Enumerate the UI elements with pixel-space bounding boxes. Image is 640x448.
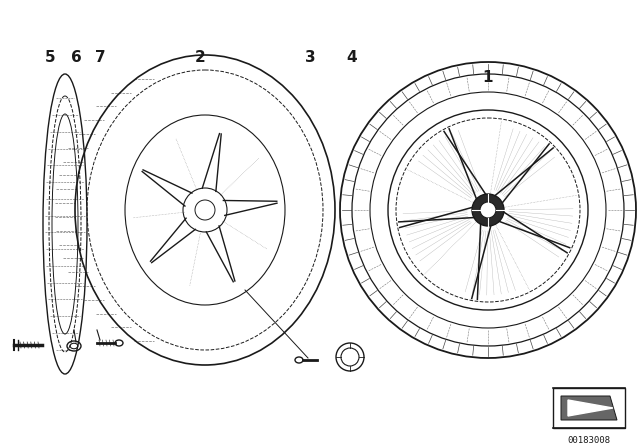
Text: 1: 1 — [483, 70, 493, 86]
Text: 3: 3 — [305, 51, 316, 65]
Text: 4: 4 — [347, 51, 357, 65]
Circle shape — [480, 202, 496, 218]
Text: 00183008: 00183008 — [568, 436, 611, 445]
Bar — [553, 388, 625, 428]
Text: 5: 5 — [45, 51, 55, 65]
Text: 2: 2 — [195, 51, 205, 65]
Circle shape — [472, 194, 504, 226]
Polygon shape — [561, 396, 617, 420]
Text: 6: 6 — [70, 51, 81, 65]
Polygon shape — [568, 400, 613, 416]
Text: 7: 7 — [95, 51, 106, 65]
